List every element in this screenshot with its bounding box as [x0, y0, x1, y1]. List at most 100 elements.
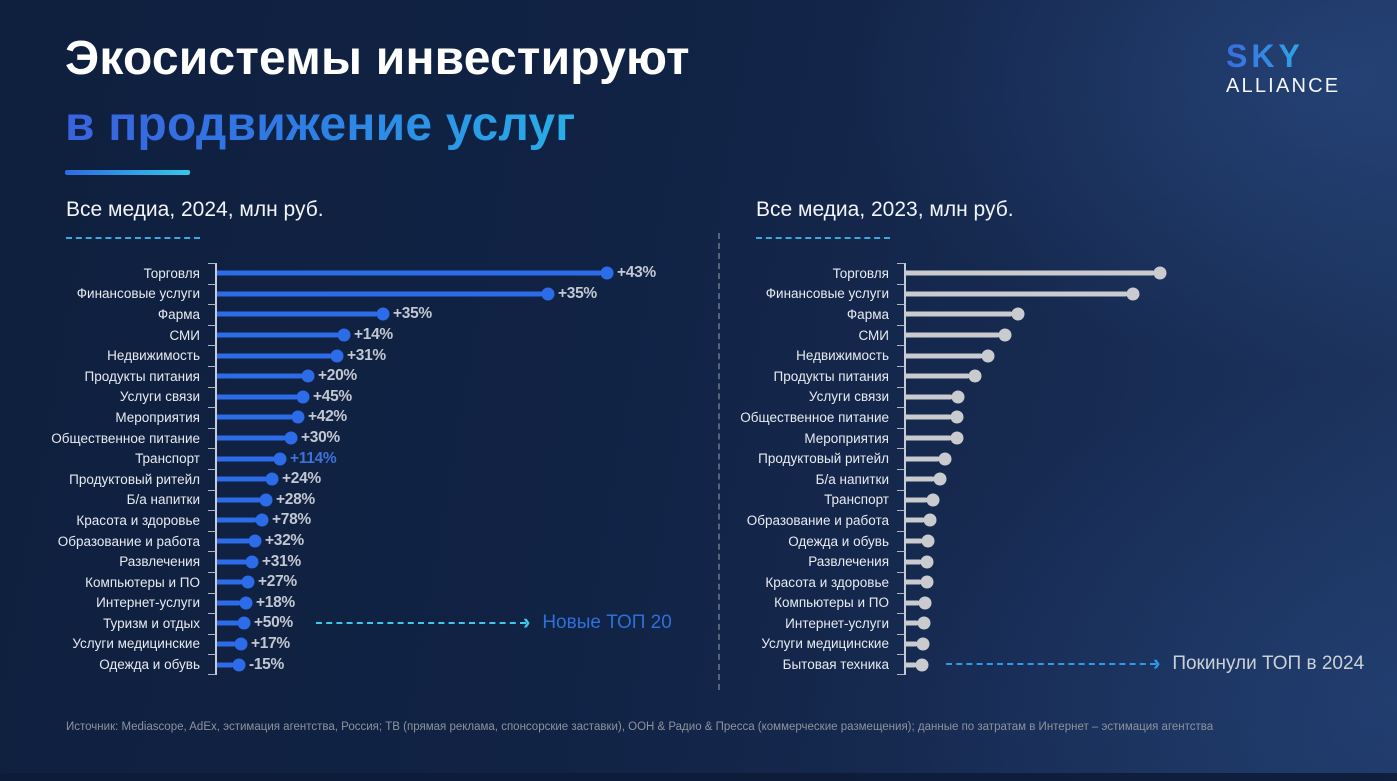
bar-dot [232, 658, 246, 672]
axis-tick [897, 468, 906, 490]
axis-tick [897, 283, 906, 305]
bar-dot [600, 266, 614, 280]
bar [906, 435, 952, 441]
category-label: Компьютеры и ПО [774, 595, 889, 611]
category-label: Образование и работа [57, 533, 200, 549]
source-footnote: Источник: Mediascope, AdEx, эстимация аг… [66, 721, 1214, 733]
category-label: Мероприятия [804, 430, 889, 446]
chart-row: Недвижимость [710, 345, 1270, 366]
bar-area [906, 387, 1270, 408]
bar-area: +78% [217, 510, 700, 531]
bar [217, 311, 378, 317]
axis-tick [208, 633, 217, 655]
bar-area: -15% [217, 654, 700, 675]
bar-area [906, 284, 1270, 305]
chart-row: Б/а напитки +28% [40, 489, 700, 511]
category-label: Одежда и обувь [99, 657, 200, 673]
chart-title-2024: Все медиа, 2024, млн руб. [66, 198, 324, 221]
axis-tick [897, 489, 906, 511]
chart-row: Развлечения +31% [40, 551, 700, 572]
lollipop-chart-2023: Торговля Финансовые услуги Фарма СМИ Недвижи… [710, 263, 1270, 675]
axis-tick [208, 407, 217, 428]
axis-tick [897, 304, 906, 325]
arrow-head-icon: › [1153, 649, 1161, 675]
chart-row: Компьютеры и ПО +27% [40, 571, 700, 593]
axis-tick [208, 386, 217, 408]
bar-area: +17% [217, 634, 700, 655]
bar-area [906, 304, 1270, 325]
bar-dot [241, 575, 255, 589]
bar [217, 414, 293, 420]
category-label: Продуктовый ритейл [69, 471, 200, 487]
growth-value-label: +35% [558, 284, 597, 302]
logo-alliance-text: ALLIANCE [1226, 75, 1341, 97]
chart-row: Финансовые услуги +35% [40, 283, 700, 305]
bar-dot [915, 658, 929, 672]
chart-row: Мероприятия [710, 427, 1270, 449]
bar-dot [234, 637, 248, 651]
bar-dot [950, 410, 964, 424]
bar-area [906, 407, 1270, 428]
bar [906, 538, 923, 544]
bar [217, 291, 543, 297]
chart-row: Услуги связи +45% [40, 386, 700, 408]
page-title-line1: Экосистемы инвестируют [65, 32, 690, 85]
chart-row: Общественное питание [710, 407, 1270, 428]
bar-dot [926, 493, 940, 507]
page-title-line2: в продвижение услуг [65, 92, 690, 158]
chart-row: Красота и здоровье +78% [40, 510, 700, 531]
bar-area [906, 531, 1270, 552]
bar-dot [255, 513, 269, 527]
growth-value-label: +45% [313, 387, 352, 405]
chart-row: Одежда и обувь [710, 530, 1270, 552]
chart-row: СМИ +14% [40, 324, 700, 346]
bar [217, 270, 602, 276]
bar-dot [301, 369, 315, 383]
annotation-text: Покинули ТОП в 2024 [1172, 653, 1365, 674]
bar-area [906, 613, 1270, 634]
growth-value-label: +32% [265, 532, 304, 550]
axis-tick [897, 448, 906, 469]
bar-area [906, 345, 1270, 366]
annotation-text: Новые ТОП 20 [542, 612, 672, 633]
arrow-head-icon: › [523, 608, 531, 634]
bar [217, 332, 339, 338]
bar-area: +35% [217, 284, 700, 305]
category-label: Продуктовый ритейл [758, 451, 889, 467]
bar-area: +31% [217, 551, 700, 572]
growth-value-label: +35% [393, 305, 432, 323]
axis-tick [897, 551, 906, 572]
chart-row: Образование и работа +32% [40, 530, 700, 552]
bar-dot [938, 452, 952, 466]
bar-area: +35% [217, 304, 700, 325]
category-label: Бытовая техника [782, 657, 889, 673]
bar-dot [1011, 307, 1025, 321]
axis-tick [897, 510, 906, 531]
growth-value-label: -15% [249, 655, 284, 673]
chart-row: Продуктовый ритейл +24% [40, 468, 700, 490]
chart-title-2023: Все медиа, 2023, млн руб. [756, 198, 1014, 221]
bottom-edge-strip [0, 773, 1397, 781]
bar-dot [245, 555, 259, 569]
category-label: Услуги медицинские [72, 636, 200, 652]
bar [906, 641, 918, 647]
bar-area: +30% [217, 428, 700, 449]
page-title: Экосистемы инвестируют в продвижение усл… [65, 26, 690, 158]
bar-area [906, 263, 1270, 284]
chart-row: Общественное питание +30% [40, 427, 700, 449]
bar [906, 373, 970, 379]
category-label: Фарма [846, 306, 889, 322]
bar-area [906, 593, 1270, 614]
chart-row: Фарма +35% [40, 304, 700, 325]
category-label: Общественное питание [51, 430, 200, 446]
bar-dot [237, 616, 251, 630]
axis-tick [897, 365, 906, 387]
sky-alliance-logo: SKY ALLIANCE [1226, 40, 1340, 96]
bar-dot [291, 410, 305, 424]
bar-area [906, 634, 1270, 655]
chart-row: Образование и работа [710, 510, 1270, 531]
bar-dot [330, 349, 344, 363]
category-label: Продукты питания [84, 368, 200, 384]
bar [217, 620, 239, 626]
